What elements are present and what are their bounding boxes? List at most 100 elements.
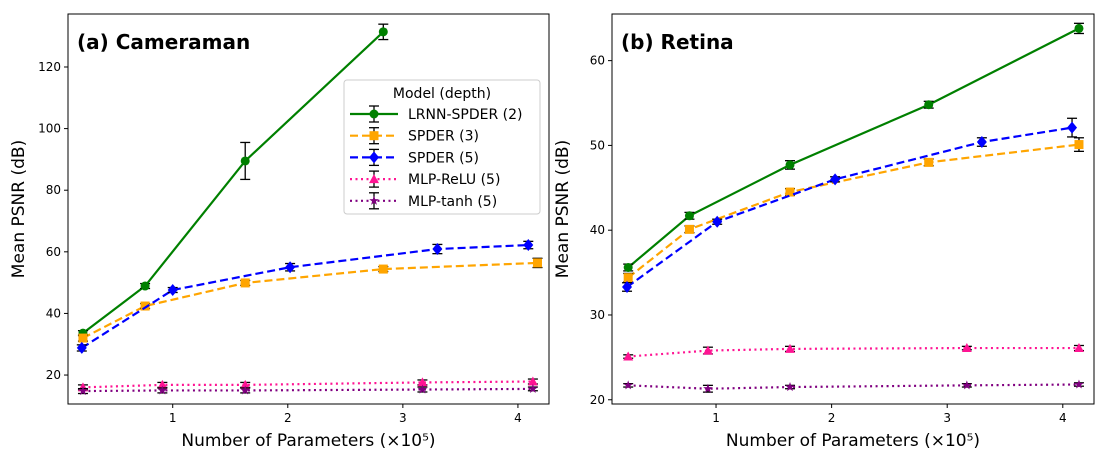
data-point: [240, 379, 251, 389]
data-point: [1073, 343, 1084, 353]
data-point: [684, 211, 694, 221]
x-tick-label: 3: [399, 411, 407, 425]
data-point: [623, 263, 633, 272]
data-point: [976, 136, 987, 149]
y-tick-label: 60: [590, 54, 605, 68]
data-point: [785, 382, 795, 392]
data-point: [432, 243, 443, 256]
series-line: [627, 143, 1080, 279]
data-point: [417, 384, 428, 394]
x-tick-label: 2: [828, 411, 836, 425]
panel-title: (b) Retina: [621, 30, 734, 54]
data-point: [623, 380, 633, 390]
series-line: [82, 31, 385, 335]
data-point: [924, 157, 934, 167]
legend-label: SPDER (3): [408, 129, 479, 145]
legend: Model (depth) LRNN-SPDER (2) SPDER (3) SPDE…: [343, 79, 541, 215]
data-point: [76, 341, 87, 354]
series-LRNN-SPDER (2): [623, 22, 1084, 272]
y-tick-label: 60: [46, 245, 61, 259]
legend-title: Model (depth): [393, 86, 491, 102]
data-point: [1074, 140, 1084, 150]
series-SPDER (5): [76, 239, 534, 354]
legend-marker: [369, 195, 379, 205]
data-point: [702, 345, 713, 355]
data-point: [78, 333, 88, 343]
x-tick-label: 1: [169, 411, 177, 425]
data-point: [140, 301, 150, 311]
y-tick-label: 80: [46, 183, 61, 197]
chart-panel-0: 1 2 3 4 20 40 60 80 100 120 Number of Parameters (…: [9, 13, 550, 451]
data-point: [684, 224, 694, 234]
data-point: [157, 385, 168, 395]
x-tick-label: 3: [943, 411, 951, 425]
series-MLP-tanh (5): [623, 379, 1084, 393]
legend-entry: SPDER (3): [350, 127, 479, 145]
data-point: [240, 278, 250, 288]
legend-entry: MLP-tanh (5): [350, 192, 497, 210]
x-tick-label: 4: [514, 411, 522, 425]
y-tick-label: 20: [46, 368, 61, 382]
series-line: [626, 126, 1073, 288]
data-point: [623, 351, 634, 361]
legend-marker: [369, 174, 379, 184]
data-point: [532, 258, 542, 268]
legend-label: LRNN-SPDER (2): [408, 107, 523, 123]
data-point: [240, 385, 250, 395]
series-MLP-tanh (5): [77, 383, 538, 396]
legend-label: MLP-tanh (5): [408, 194, 497, 210]
legend-label: MLP-ReLU (5): [408, 172, 500, 188]
series-LRNN-SPDER (2): [77, 23, 389, 338]
data-point: [830, 173, 841, 186]
data-point: [962, 380, 972, 390]
data-point: [623, 273, 633, 283]
data-point: [378, 27, 388, 37]
series-line: [82, 387, 533, 393]
series-SPDER (5): [622, 117, 1078, 293]
data-point: [417, 377, 428, 387]
data-point: [285, 261, 296, 274]
y-axis-label: Mean PSNR (dB): [553, 140, 573, 278]
data-point: [527, 376, 538, 386]
data-point: [523, 239, 534, 252]
legend-label: SPDER (5): [408, 150, 479, 166]
series-line: [81, 243, 529, 349]
x-tick-label: 2: [284, 411, 292, 425]
series-line: [628, 383, 1079, 390]
y-tick-label: 120: [38, 60, 61, 74]
legend-marker: [369, 109, 379, 119]
data-point: [961, 343, 972, 353]
y-tick-label: 100: [38, 122, 61, 136]
data-point: [1067, 121, 1078, 134]
data-point: [167, 284, 178, 297]
y-axis-label: Mean PSNR (dB): [9, 140, 29, 278]
data-point: [785, 343, 796, 353]
y-tick-label: 40: [590, 223, 605, 237]
data-point: [378, 264, 388, 274]
y-tick-label: 40: [46, 306, 61, 320]
data-point: [1074, 379, 1084, 389]
legend-entry: MLP-ReLU (5): [350, 170, 500, 188]
series-SPDER (3): [77, 257, 543, 343]
series-line: [82, 380, 533, 389]
axes-frame: [611, 13, 1095, 405]
data-point: [157, 379, 168, 389]
x-tick-label: 1: [712, 411, 720, 425]
legend-marker: [369, 131, 379, 141]
x-axis-label: Number of Parameters (×10⁵): [181, 431, 435, 451]
data-point: [785, 160, 795, 170]
data-point: [924, 100, 934, 110]
x-tick-label: 4: [1059, 411, 1067, 425]
plot-area: [76, 23, 543, 396]
series-MLP-ReLU (5): [623, 343, 1084, 361]
chart-panel-1: 1 2 3 4 20 30 40 50 60 Number of Parameters (×10⁵…: [553, 13, 1095, 451]
data-point: [785, 187, 795, 197]
series-SPDER (3): [623, 137, 1084, 283]
y-tick-label: 20: [590, 393, 605, 407]
plot-area: [622, 22, 1084, 393]
data-point: [240, 156, 250, 166]
x-axis-label: Number of Parameters (×10⁵): [726, 431, 980, 451]
data-point: [140, 281, 150, 291]
